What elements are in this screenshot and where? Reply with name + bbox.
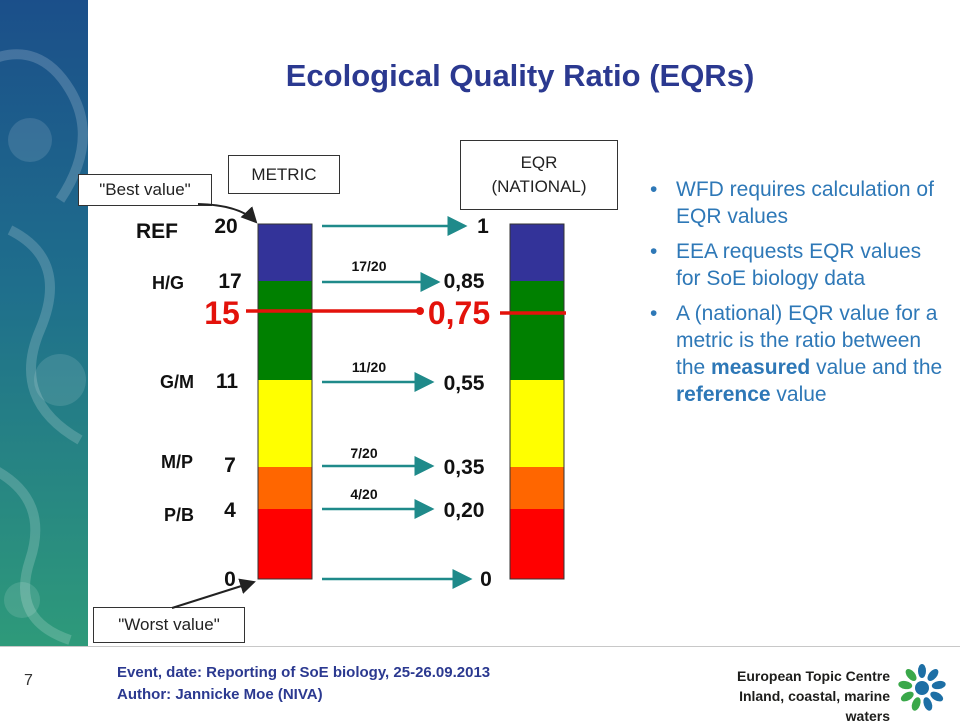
slide-title: Ecological Quality Ratio (EQRs) xyxy=(285,58,755,93)
eqr-label-line2: (NATIONAL) xyxy=(491,177,587,196)
metric-value-17: 17 xyxy=(218,270,241,293)
etc-logo: European Topic Centre Inland, coastal, m… xyxy=(700,660,950,724)
class-label-ref: REF xyxy=(136,220,178,243)
bullet-item: EEA requests EQR values for SoE biology … xyxy=(650,238,950,292)
measured-metric-value: 15 xyxy=(204,295,240,331)
measured-dot xyxy=(416,307,424,315)
bold-measured: measured xyxy=(711,356,811,379)
metric-band-moderate xyxy=(258,380,312,467)
etc-flower-logo-icon xyxy=(898,664,946,711)
eqr-band-bad xyxy=(510,509,564,579)
class-label-high-good: H/G xyxy=(152,273,184,293)
eqr-band-poor xyxy=(510,467,564,509)
best-value-pointer xyxy=(197,203,258,224)
decorative-sidebar xyxy=(0,0,88,646)
eqr-band-ref xyxy=(510,224,564,281)
metric-column xyxy=(257,223,313,580)
eqr-column xyxy=(509,223,565,580)
metric-band-bad xyxy=(258,509,312,579)
eqr-value-0: 0 xyxy=(480,568,492,591)
eqr-band-good xyxy=(510,331,564,380)
fraction-11-20: 11/20 xyxy=(352,359,386,375)
page-number: 7 xyxy=(24,672,33,689)
footer-divider xyxy=(0,646,960,647)
metric-value-20: 20 xyxy=(214,215,237,238)
footer-author-line: Author: Jannicke Moe (NIVA) xyxy=(117,686,323,703)
worst-value-label: "Worst value" xyxy=(93,607,245,643)
fraction-17-20: 17/20 xyxy=(351,258,386,274)
metric-band-poor xyxy=(258,467,312,509)
class-label-good-moderate: G/M xyxy=(160,372,194,392)
bullet-item: WFD requires calculation of EQR values xyxy=(650,176,950,230)
metric-label-box: METRIC xyxy=(228,155,340,194)
fraction-7-20: 7/20 xyxy=(350,445,377,461)
footer-event-line: Event, date: Reporting of SoE biology, 2… xyxy=(117,664,491,681)
metric-label: METRIC xyxy=(251,165,317,184)
eqr-band-high-good xyxy=(510,281,564,331)
measured-value-indicator: 15 0,75 xyxy=(204,295,566,331)
best-value-label: "Best value" xyxy=(78,174,212,206)
fraction-4-20: 4/20 xyxy=(350,486,377,502)
metric-column-outline xyxy=(257,223,313,580)
eqr-value-085: 0,85 xyxy=(444,270,485,293)
etc-logo-text: European Topic Centre Inland, coastal, m… xyxy=(737,668,890,724)
footer-info: Event, date: Reporting of SoE biology, 2… xyxy=(117,662,490,706)
measured-eqr-value: 0,75 xyxy=(428,295,490,331)
eqr-label-box: EQR (NATIONAL) xyxy=(460,140,618,210)
metric-band-ref xyxy=(258,224,312,281)
eqr-value-1: 1 xyxy=(477,215,489,238)
eqr-value-055: 0,55 xyxy=(444,372,485,395)
metric-band-good xyxy=(258,331,312,380)
worst-value-pointer xyxy=(171,578,256,609)
eqr-value-020: 0,20 xyxy=(444,499,485,522)
class-label-poor-bad: P/B xyxy=(164,505,194,525)
eqr-band-moderate xyxy=(510,380,564,467)
eqr-label-line1: EQR xyxy=(520,153,558,172)
metric-value-7: 7 xyxy=(224,454,236,477)
metric-value-4: 4 xyxy=(224,499,236,522)
metric-band-high-good xyxy=(258,281,312,331)
bold-reference: reference xyxy=(676,383,771,406)
metric-value-0: 0 xyxy=(224,568,236,591)
bullet-list: WFD requires calculation of EQR values E… xyxy=(650,176,950,416)
bullet-item: A (national) EQR value for a metric is t… xyxy=(650,300,950,408)
eqr-value-035: 0,35 xyxy=(444,456,485,479)
class-label-moderate-poor: M/P xyxy=(161,452,193,472)
metric-value-11: 11 xyxy=(216,370,239,393)
eqr-column-outline xyxy=(509,223,565,580)
